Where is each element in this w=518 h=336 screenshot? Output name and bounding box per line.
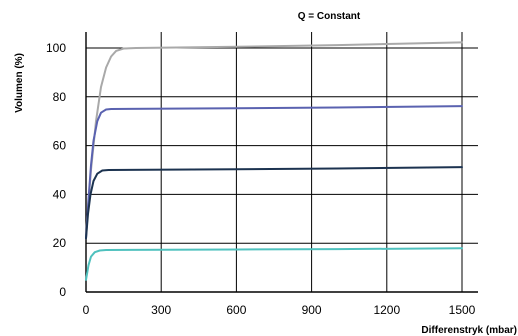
x-tick-label: 300 [151, 303, 171, 317]
tick-labels: 0 20 40 60 80 100 0 300 600 900 1200 1500 [46, 41, 476, 317]
y-tick-label: 20 [53, 236, 67, 250]
series-layer [85, 41, 463, 281]
y-tick-label: 80 [53, 90, 67, 104]
y-tick-label: 40 [53, 187, 67, 201]
x-tick-label: 0 [83, 303, 90, 317]
x-tick-label: 1500 [449, 303, 476, 317]
chart-title: Q = Constant [298, 11, 361, 22]
y-tick-label: 0 [59, 285, 66, 299]
y-tick-label: 100 [46, 41, 66, 55]
y-axis-label: Volumen (%) [14, 53, 25, 113]
series-line-3 [85, 166, 463, 240]
x-tick-label: 900 [302, 303, 322, 317]
series-line-1 [85, 41, 463, 235]
x-axis-label: Differenstryk (mbar) [421, 325, 517, 336]
series-line-4 [85, 247, 463, 281]
x-tick-label: 1200 [373, 303, 400, 317]
y-tick-label: 60 [53, 139, 67, 153]
series-line-2 [85, 105, 463, 240]
grid [85, 32, 478, 293]
x-tick-label: 600 [226, 303, 246, 317]
